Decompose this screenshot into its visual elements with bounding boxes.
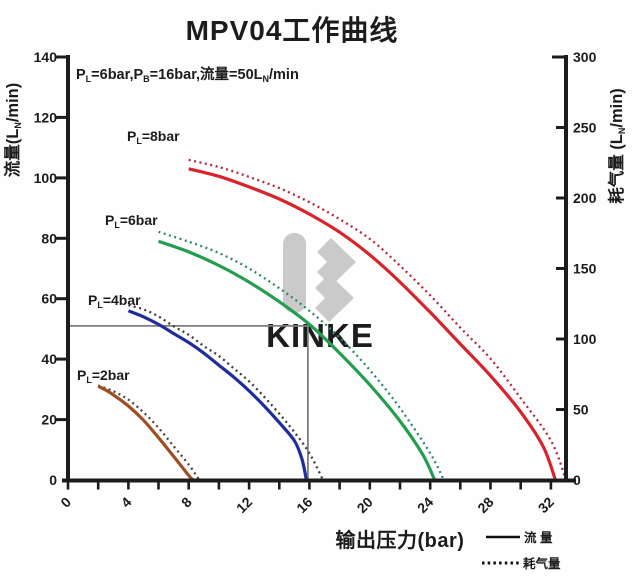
annotation-sub: L bbox=[86, 74, 92, 84]
axes bbox=[56, 55, 576, 490]
x-tick-label: 20 bbox=[354, 494, 376, 516]
x-tick-label: 0 bbox=[57, 494, 74, 511]
curve-label-pl2: PL=2bar bbox=[77, 367, 130, 385]
y-right-tick-label: 100 bbox=[573, 331, 597, 347]
curve-dotted-p-l-8bar- bbox=[188, 158, 568, 481]
curve-label-pl4: PL=4bar bbox=[88, 292, 141, 310]
curves bbox=[97, 158, 568, 482]
tick-labels: 0 4 8 12 16 20 24 28 32 0 20 40 60 80 100 120 140 0 50 100 1… bbox=[34, 49, 597, 516]
annotation-text: /min bbox=[269, 67, 299, 83]
y-right-tick-label: 150 bbox=[573, 261, 597, 277]
y-axis-left-title: 流量(LN/min) bbox=[2, 83, 23, 178]
y-right-tick-label: 0 bbox=[573, 472, 581, 488]
y-left-tick-label: 80 bbox=[41, 230, 57, 246]
x-tick-label: 4 bbox=[118, 494, 135, 511]
operating-point-annotation: PL=6bar,PB=16bar,流量=50LN/min bbox=[76, 65, 299, 84]
annotation-text: P bbox=[76, 67, 86, 83]
x-tick-label: 12 bbox=[233, 494, 255, 516]
y-left-tick-label: 20 bbox=[41, 412, 57, 428]
legend-flow-label: 流 量 bbox=[524, 530, 553, 545]
legend: 流 量 耗气量 bbox=[482, 530, 561, 571]
curve-solid-p-l-8bar- bbox=[188, 167, 557, 481]
annotation-sub: B bbox=[143, 74, 150, 84]
y-left-tick-label: 40 bbox=[41, 351, 57, 367]
annotation-text: =16bar,流量=50L bbox=[150, 65, 263, 83]
y-right-tick-label: 50 bbox=[573, 402, 589, 418]
chart-title: MPV04工作曲线 bbox=[186, 15, 399, 46]
reference-box-line bbox=[68, 324, 309, 480]
y-left-tick-label: 100 bbox=[34, 170, 58, 186]
curve-dotted-p-l-6bar- bbox=[158, 230, 445, 481]
x-tick-label: 28 bbox=[474, 494, 496, 516]
y-right-tick-label: 250 bbox=[573, 120, 597, 136]
curve-dotted-p-l-2bar- bbox=[97, 384, 201, 481]
x-tick-label: 16 bbox=[293, 494, 315, 516]
y-left-tick-label: 0 bbox=[49, 472, 57, 488]
y-right-tick-label: 200 bbox=[573, 190, 597, 206]
x-axis-title: 输出压力(bar) bbox=[336, 528, 465, 552]
y-left-tick-label: 120 bbox=[34, 109, 58, 125]
curve-solid-p-l-2bar- bbox=[97, 384, 195, 482]
x-tick-label: 8 bbox=[178, 494, 195, 511]
curve-solid-p-l-6bar- bbox=[157, 239, 437, 481]
annotation-sub: N bbox=[263, 74, 270, 84]
watermark-logo-chevron-bottom bbox=[315, 274, 354, 322]
annotation-text: =6bar,P bbox=[91, 67, 143, 83]
curve-dotted-p-l-4bar- bbox=[128, 304, 325, 481]
watermark-logo-bar bbox=[283, 233, 306, 313]
x-tick-label: 32 bbox=[535, 494, 557, 516]
curve-label-pl8: PL=8bar bbox=[127, 128, 180, 146]
legend-consumption-label: 耗气量 bbox=[523, 556, 561, 571]
y-left-tick-label: 60 bbox=[41, 291, 57, 307]
curve-label-pl6: PL=6bar bbox=[105, 212, 158, 230]
watermark-logo-chevron-top bbox=[317, 238, 356, 286]
reference-lines bbox=[68, 324, 309, 480]
x-tick-label: 24 bbox=[414, 494, 436, 516]
y-left-tick-label: 140 bbox=[34, 49, 58, 65]
curve-solid-p-l-4bar- bbox=[127, 309, 308, 481]
y-axis-right-title: 耗气量 (LN/min) bbox=[606, 88, 627, 204]
y-right-tick-label: 300 bbox=[573, 49, 597, 65]
